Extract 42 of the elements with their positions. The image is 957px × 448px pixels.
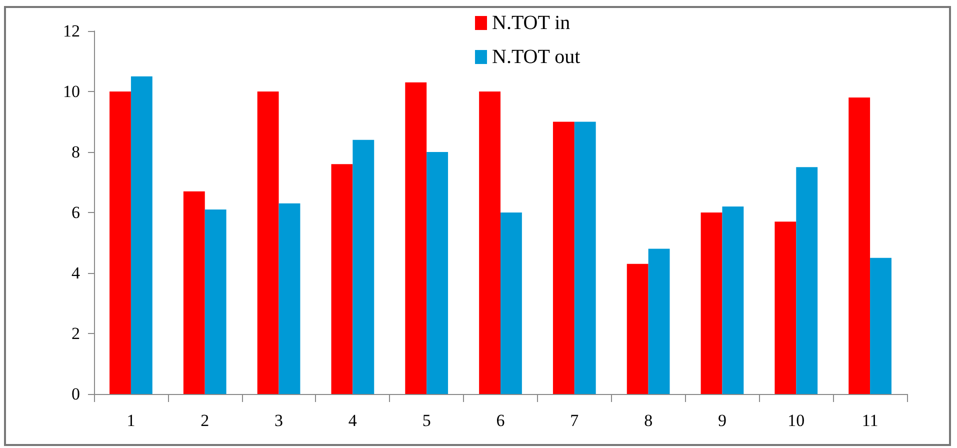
x-tick-label: 9 <box>718 411 726 430</box>
bar <box>257 92 279 394</box>
x-tick-label: 7 <box>570 411 580 430</box>
y-tick-label: 10 <box>63 82 80 101</box>
bar <box>700 212 722 394</box>
x-tick-label: 11 <box>862 411 878 430</box>
x-tick-label: 5 <box>422 411 431 430</box>
y-tick-label: 2 <box>72 324 80 343</box>
bar <box>774 222 796 394</box>
bar <box>479 92 500 394</box>
bar <box>278 203 300 394</box>
bar <box>648 248 670 394</box>
x-tick-label: 4 <box>348 411 358 430</box>
y-tick-label: 12 <box>63 22 80 40</box>
x-tick-label: 6 <box>496 411 505 430</box>
x-tick-label: 1 <box>126 411 136 430</box>
bar <box>574 122 596 394</box>
bar <box>500 212 522 394</box>
bar <box>405 82 427 394</box>
bar <box>626 264 648 394</box>
y-tick-label: 6 <box>72 203 80 222</box>
bar <box>352 140 374 394</box>
bar <box>183 191 205 394</box>
bar <box>331 164 353 394</box>
x-tick-label: 3 <box>274 411 284 430</box>
y-tick-label: 8 <box>72 142 80 162</box>
x-tick-label: 10 <box>788 411 805 430</box>
legend-label: N.TOT out <box>492 46 581 68</box>
bar <box>552 122 574 394</box>
bar <box>796 167 818 394</box>
bar <box>722 206 744 394</box>
legend-label: N.TOT in <box>492 12 570 34</box>
bar <box>110 92 131 394</box>
bar <box>870 258 892 394</box>
bar <box>130 76 152 394</box>
y-tick-label: 0 <box>72 384 80 404</box>
x-tick-label: 2 <box>200 411 210 430</box>
bar <box>426 152 448 394</box>
y-tick-label: 4 <box>72 264 80 282</box>
x-tick-label: 8 <box>644 411 653 430</box>
bar <box>848 98 870 394</box>
bar <box>204 209 226 394</box>
